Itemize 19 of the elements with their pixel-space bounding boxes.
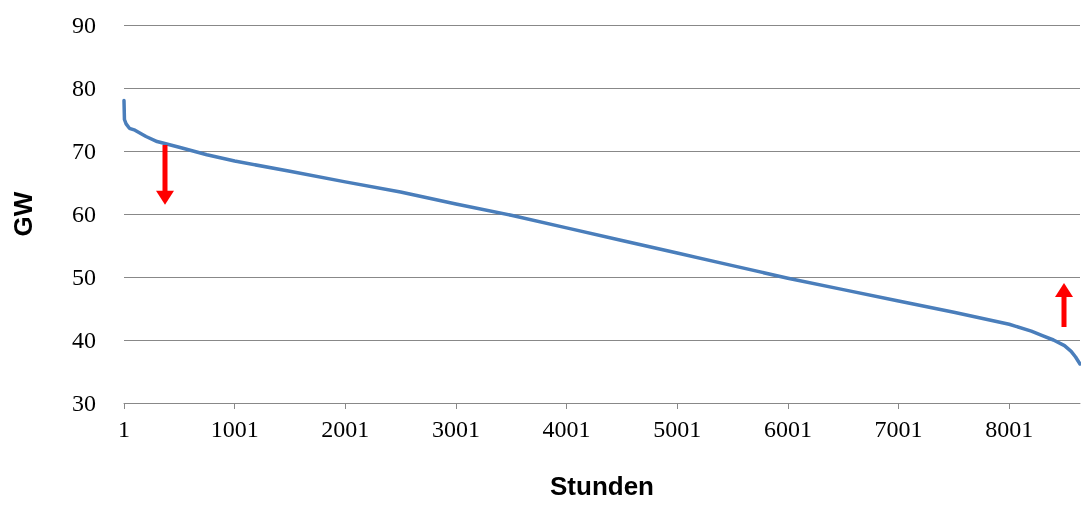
line-series [122, 98, 1081, 366]
y-tick-label: 40 [72, 327, 96, 353]
y-tick-label: 90 [72, 12, 96, 38]
y-tick-label: 80 [72, 75, 96, 101]
y-tick-label: 60 [72, 201, 96, 227]
y-axis-title: GW [8, 191, 38, 237]
x-tick-label: 4001 [542, 416, 591, 442]
x-axis-title: Stunden [550, 471, 654, 501]
x-tick-label: 8001 [985, 416, 1034, 442]
y-tick-label: 70 [72, 138, 96, 164]
x-tick-label: 7001 [874, 416, 923, 442]
x-tick-label: 1 [118, 416, 130, 442]
x-tick-label: 3001 [431, 416, 480, 442]
x-tick-label: 1001 [210, 416, 259, 442]
y-tick-label: 30 [72, 390, 96, 416]
x-tick-label: 5001 [653, 416, 702, 442]
x-tick-label: 6001 [763, 416, 812, 442]
x-tick-label: 2001 [321, 416, 370, 442]
y-tick-label: 50 [72, 264, 96, 290]
